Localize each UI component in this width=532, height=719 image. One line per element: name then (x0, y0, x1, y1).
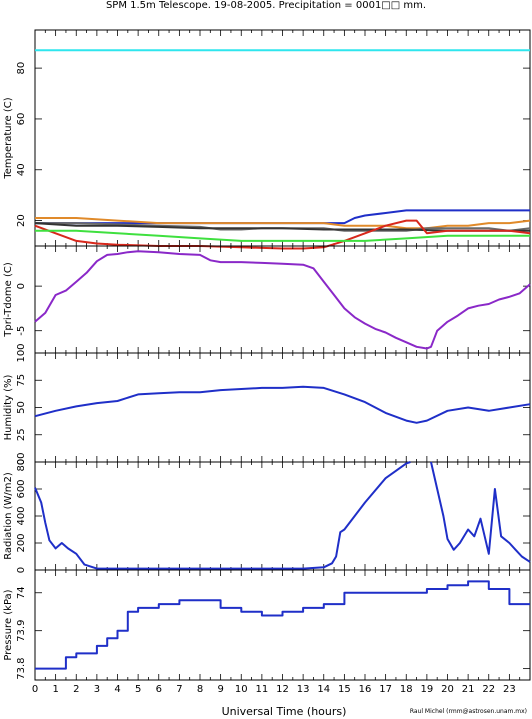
y-axis-label: Pressure (kPa) (3, 589, 14, 660)
y-tick-label: 50 (16, 401, 27, 414)
y-tick-label: 60 (16, 113, 27, 126)
chart-title: SPM 1.5m Telescope. 19-08-2005. Precipit… (106, 0, 426, 11)
x-tick-label: 1 (52, 684, 58, 695)
panel-3: 0 25 50 75 100 Humidity (%) (3, 343, 531, 465)
x-tick-label: 10 (235, 684, 248, 695)
panel-frame (34, 352, 531, 463)
x-tick-label: 17 (379, 684, 392, 695)
y-tick-label: 600 (16, 479, 27, 498)
panel-frame (34, 461, 531, 571)
y-tick-label: 80 (16, 62, 27, 75)
series-line-4 (35, 222, 531, 232)
x-tick-label: 8 (197, 684, 203, 695)
y-axis-label: Temperature (C) (3, 97, 14, 179)
series-line-3 (35, 217, 531, 230)
x-tick-label: 0 (32, 684, 38, 695)
x-tick-label: 13 (297, 684, 310, 695)
x-tick-label: 15 (338, 684, 351, 695)
x-tick-label: 22 (482, 684, 495, 695)
y-tick-label: 0 (16, 459, 27, 465)
y-tick-label: 800 (16, 452, 27, 471)
panel-1: 20 40 60 80 Temperature (C) (3, 29, 531, 250)
series-line-7 (35, 229, 530, 242)
series-line-1 (34, 461, 411, 570)
y-tick-label: 0 (16, 283, 27, 289)
series-line-2 (35, 209, 530, 225)
series-line-1 (34, 385, 531, 424)
panel-frame (34, 29, 531, 247)
y-tick-label: 200 (16, 533, 27, 552)
panel-frame (34, 245, 531, 354)
x-tick-label: 20 (441, 684, 454, 695)
y-tick-label: 73.9 (16, 620, 27, 642)
y-tick-label: 20 (16, 214, 27, 227)
series-line-1 (35, 580, 530, 670)
x-tick-label: 16 (359, 684, 372, 695)
x-tick-label: 5 (135, 684, 141, 695)
y-axis-label: Tpri-Tdome (C) (3, 262, 14, 338)
series-line-1 (34, 250, 531, 350)
x-tick-label: 4 (114, 684, 120, 695)
y-axis-label: Radiation (W/m2) (3, 472, 14, 560)
x-tick-label: 9 (217, 684, 223, 695)
x-tick-label: 11 (256, 684, 269, 695)
y-tick-label: 100 (16, 343, 27, 362)
panel-frame (34, 569, 531, 681)
y-tick-label: 75 (16, 374, 27, 387)
credit-text: Raul Michel (rmm@astrosen.unam.mx) (410, 708, 527, 715)
x-axis-label: Universal Time (hours) (222, 705, 347, 718)
x-tick-label: 19 (421, 684, 434, 695)
y-tick-label: 25 (16, 428, 27, 441)
series-line-6 (34, 219, 531, 250)
x-tick-label: 14 (317, 684, 330, 695)
series-line-2 (430, 461, 531, 563)
y-tick-label: 40 (16, 163, 27, 176)
x-tick-label: 12 (276, 684, 289, 695)
x-tick-label: 23 (503, 684, 516, 695)
y-tick-label: 74 (16, 586, 27, 599)
y-tick-label: 0 (16, 567, 27, 573)
y-axis-label: Humidity (%) (3, 374, 14, 440)
x-tick-label: 3 (94, 684, 100, 695)
y-tick-label: -5 (16, 326, 27, 336)
x-tick-label: 18 (400, 684, 413, 695)
x-tick-label: 21 (462, 684, 475, 695)
y-tick-label: 400 (16, 506, 27, 525)
x-tick-label: 2 (73, 684, 79, 695)
x-tick-label: 6 (156, 684, 162, 695)
x-tick-label: 7 (176, 684, 182, 695)
y-tick-label: 73.8 (16, 657, 27, 679)
